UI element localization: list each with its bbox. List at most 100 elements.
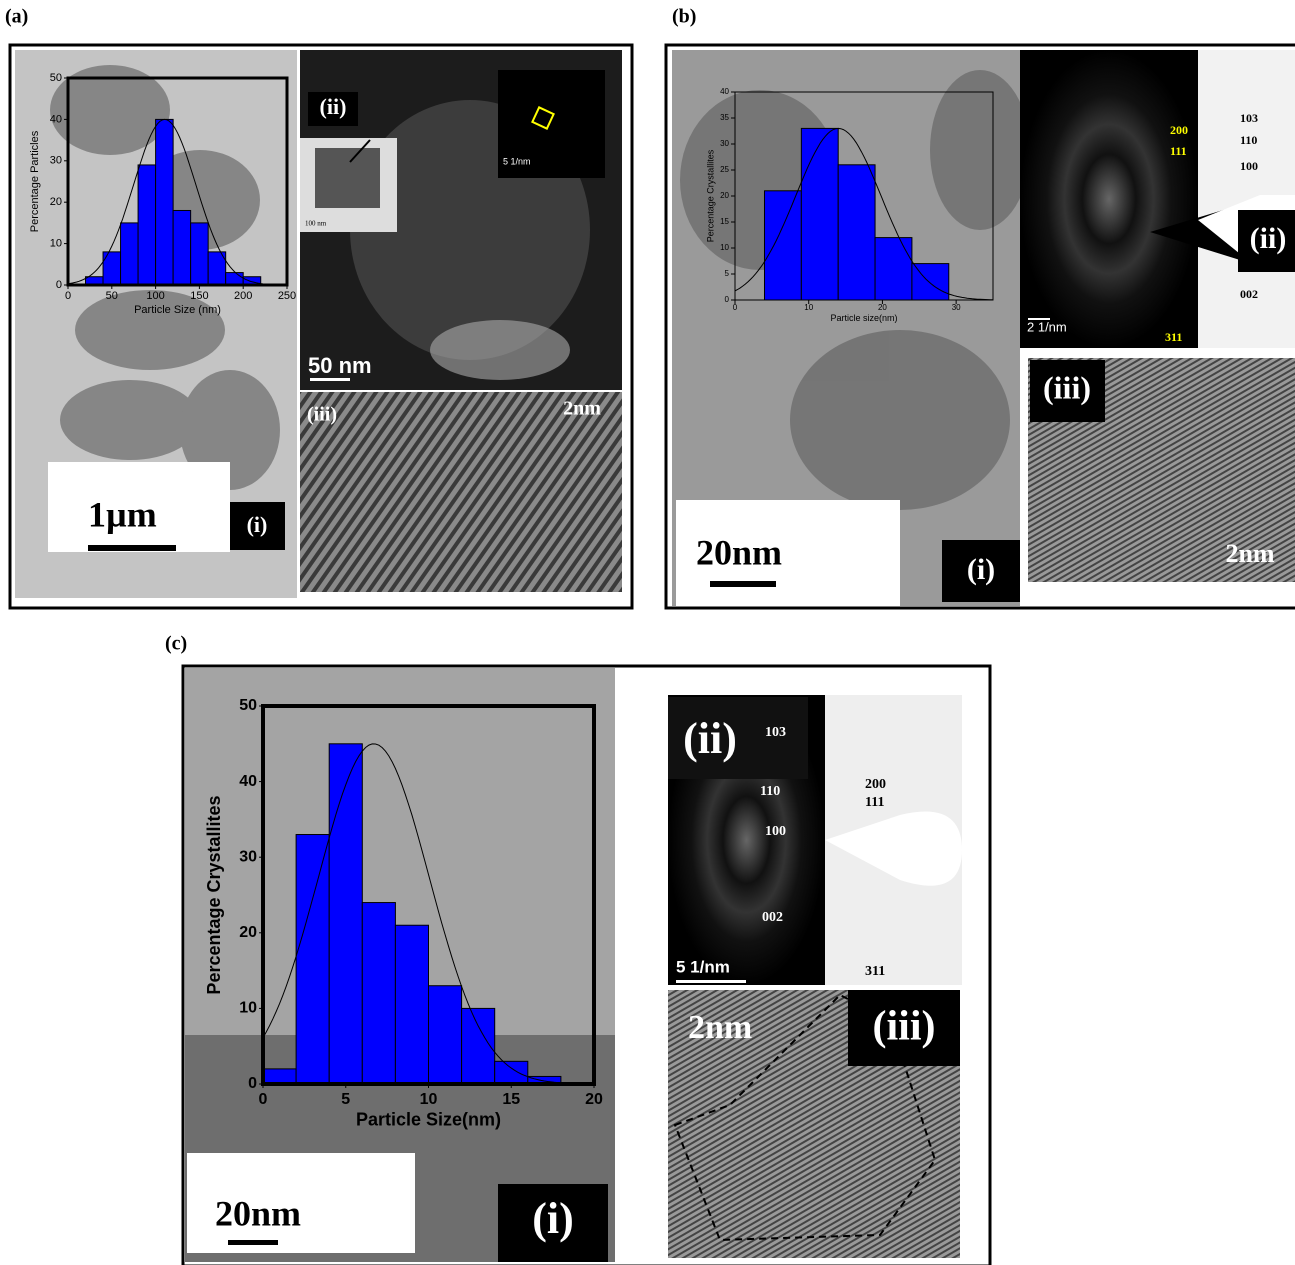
bar (173, 210, 191, 285)
x-tick-label: 5 (341, 1091, 350, 1108)
panel-label: (b) (672, 6, 696, 28)
index-label: 200 (1170, 123, 1188, 137)
x-tick-label: 30 (952, 303, 961, 312)
y-tick-label: 10 (239, 1000, 257, 1017)
scale-bar (710, 581, 776, 587)
y-tick-label: 15 (720, 217, 729, 226)
x-tick-label: 20 (585, 1091, 603, 1108)
x-axis-label: Particle size(nm) (830, 313, 897, 323)
bar (226, 273, 244, 285)
x-tick-label: 250 (278, 290, 296, 302)
x-tick-label: 200 (234, 290, 252, 302)
bar (156, 119, 174, 285)
y-tick-label: 25 (720, 165, 729, 174)
y-tick-label: 40 (720, 87, 729, 96)
x-tick-label: 10 (804, 303, 813, 312)
bar (296, 835, 329, 1084)
particle (430, 320, 570, 380)
bar (395, 925, 428, 1084)
index-label: 002 (762, 910, 783, 925)
y-axis-label: Percentage Crystallites (204, 795, 224, 994)
y-tick-label: 20 (720, 191, 729, 200)
scale-bar (228, 1240, 278, 1245)
scale-bar-label: 5 1/nm (676, 957, 730, 976)
subpanel-label: (ii) (1250, 222, 1287, 255)
index-label: 103 (1240, 111, 1258, 125)
x-tick-label: 15 (502, 1091, 520, 1108)
panel-label: (c) (165, 633, 187, 655)
y-tick-label: 20 (239, 924, 257, 941)
scale-bar-label: 1µm (88, 494, 157, 534)
y-tick-label: 0 (248, 1075, 257, 1092)
index-label: 100 (1240, 159, 1258, 173)
scale-bar (676, 980, 746, 983)
scale-bar (88, 545, 176, 551)
x-tick-label: 50 (106, 290, 118, 302)
x-tick-label: 0 (733, 303, 738, 312)
index-label: 110 (1240, 133, 1257, 147)
y-tick-label: 30 (720, 139, 729, 148)
scale-bar-label: 2nm (563, 398, 601, 420)
subpanel-label: (i) (967, 553, 995, 586)
scale-bar-label: 100 nm (305, 220, 327, 228)
bar (329, 744, 362, 1084)
subpanel-label: (i) (532, 1194, 574, 1243)
y-tick-label: 40 (239, 773, 257, 790)
index-label: 111 (1170, 144, 1187, 158)
y-tick-label: 35 (720, 113, 729, 122)
index-label: 110 (760, 784, 780, 799)
y-tick-label: 50 (50, 72, 62, 84)
bar (362, 903, 395, 1084)
scale-bar-label: 2nm (1225, 539, 1274, 568)
y-tick-label: 5 (725, 269, 730, 278)
saed (1020, 50, 1198, 348)
y-tick-label: 30 (239, 848, 257, 865)
bar (838, 165, 875, 300)
bar (191, 223, 209, 285)
index-label: 311 (865, 964, 885, 979)
scale-bar-label: 2 1/nm (1027, 319, 1067, 334)
subpanel-label: (i) (247, 512, 268, 537)
particle (315, 148, 380, 208)
bar (875, 238, 912, 300)
y-tick-label: 20 (50, 196, 62, 208)
y-tick-label: 50 (239, 697, 257, 714)
bar (495, 1061, 528, 1084)
bar (764, 191, 801, 300)
index-label: 311 (1165, 330, 1182, 344)
subpanel-label: (iii) (307, 404, 337, 426)
subpanel-label: (ii) (320, 94, 347, 119)
index-label: 103 (765, 725, 786, 740)
scale-bar (1028, 318, 1050, 320)
panel-label: (a) (5, 6, 28, 28)
y-tick-label: 10 (720, 243, 729, 252)
y-axis-label: Percentage Crystallites (705, 149, 715, 242)
index-label: 002 (1240, 287, 1258, 301)
bar (263, 1069, 296, 1084)
x-tick-label: 10 (420, 1091, 438, 1108)
scale-bar (310, 378, 350, 381)
y-tick-label: 0 (725, 295, 730, 304)
scale-bar-label: 2nm (688, 1009, 752, 1046)
x-tick-label: 0 (65, 290, 71, 302)
bar (138, 165, 156, 285)
scale-bar-label: 5 1/nm (503, 156, 531, 166)
subpanel-label: (iii) (873, 1004, 936, 1050)
x-tick-label: 150 (190, 290, 208, 302)
scale-bar-label: 50 nm (308, 353, 372, 378)
y-tick-label: 0 (56, 279, 62, 291)
index-label: 111 (865, 795, 884, 810)
scale-bar-label: 20nm (696, 532, 782, 572)
x-axis-label: Particle Size(nm) (356, 1110, 501, 1130)
x-tick-label: 100 (146, 290, 164, 302)
y-tick-label: 40 (50, 113, 62, 125)
scale-bar-label: 20nm (215, 1193, 301, 1233)
subpanel-label: (iii) (1043, 369, 1091, 405)
x-axis-label: Particle Size (nm) (134, 304, 221, 316)
index-label: 200 (865, 777, 886, 792)
x-tick-label: 20 (878, 303, 887, 312)
x-tick-label: 0 (259, 1091, 268, 1108)
y-axis-label: Percentage Particles (29, 130, 41, 232)
y-tick-label: 30 (50, 155, 62, 167)
bar (121, 223, 139, 285)
